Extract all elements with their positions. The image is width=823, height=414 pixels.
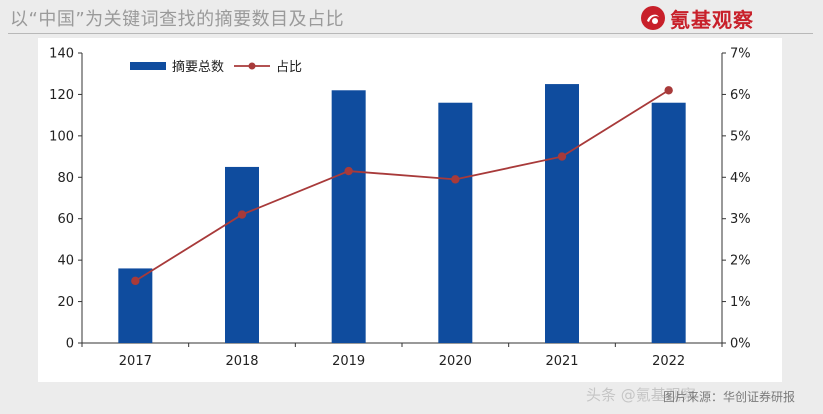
bar xyxy=(651,102,686,343)
line-point xyxy=(237,210,247,219)
logo-text: 氪基观察 xyxy=(670,7,754,32)
bar xyxy=(438,102,473,343)
y-left-tick-label: 20 xyxy=(57,295,74,310)
x-tick-label: 2019 xyxy=(332,354,365,369)
x-tick-label: 2017 xyxy=(119,354,152,369)
line-point xyxy=(451,175,460,184)
y-left-tick-label: 0 xyxy=(66,337,74,352)
y-left-tick-label: 140 xyxy=(49,47,74,62)
y-right-tick-label: 1% xyxy=(730,295,751,310)
line-series-path xyxy=(134,89,670,282)
line-point xyxy=(344,166,353,176)
y-right-tick-label: 3% xyxy=(730,212,751,227)
line-point xyxy=(131,276,140,286)
y-right-tick-label: 2% xyxy=(730,254,751,269)
legend-line-label: 占比 xyxy=(276,60,302,75)
y-left-tick-label: 120 xyxy=(49,88,74,103)
legend-bar-swatch xyxy=(130,62,166,70)
bar xyxy=(545,84,579,344)
line-point xyxy=(557,152,567,161)
y-right-tick-label: 5% xyxy=(730,129,751,144)
x-tick-label: 2020 xyxy=(439,354,472,369)
x-tick-label: 2022 xyxy=(652,354,685,369)
title-divider xyxy=(8,33,813,34)
y-right-tick-label: 4% xyxy=(730,171,751,186)
y-left-tick-label: 40 xyxy=(57,254,74,269)
y-left-tick-label: 60 xyxy=(57,212,74,227)
legend-bar-label: 摘要总数 xyxy=(172,59,224,75)
y-right-tick-label: 6% xyxy=(730,88,751,103)
y-right-tick-label: 0% xyxy=(730,337,751,352)
y-left-tick-label: 80 xyxy=(57,171,74,186)
x-tick-label: 2021 xyxy=(545,354,578,369)
x-tick-label: 2018 xyxy=(225,354,258,369)
slide-title: 以“中国”为关键词查找的摘要数目及占比 xyxy=(10,9,345,30)
y-right-tick-label: 7% xyxy=(730,47,751,62)
line-point xyxy=(664,86,673,95)
chart-panel: 0 20 40 60 80 100 120 140 0% 1% 2% 3% 4% 5% 6% 7% 2017 20… xyxy=(38,38,782,382)
bar xyxy=(225,166,259,343)
combo-chart: 0 20 40 60 80 100 120 140 0% 1% 2% 3% 4% 5% 6% 7% 2017 20… xyxy=(49,47,751,370)
brand-logo: 氪基观察 xyxy=(640,2,820,34)
y-left-tick-label: 100 xyxy=(49,129,74,144)
legend-line-marker xyxy=(248,62,256,70)
source-note: 图片来源：华创证券研报 xyxy=(662,390,795,404)
bar xyxy=(331,90,366,344)
logo-mark-icon xyxy=(641,6,665,30)
